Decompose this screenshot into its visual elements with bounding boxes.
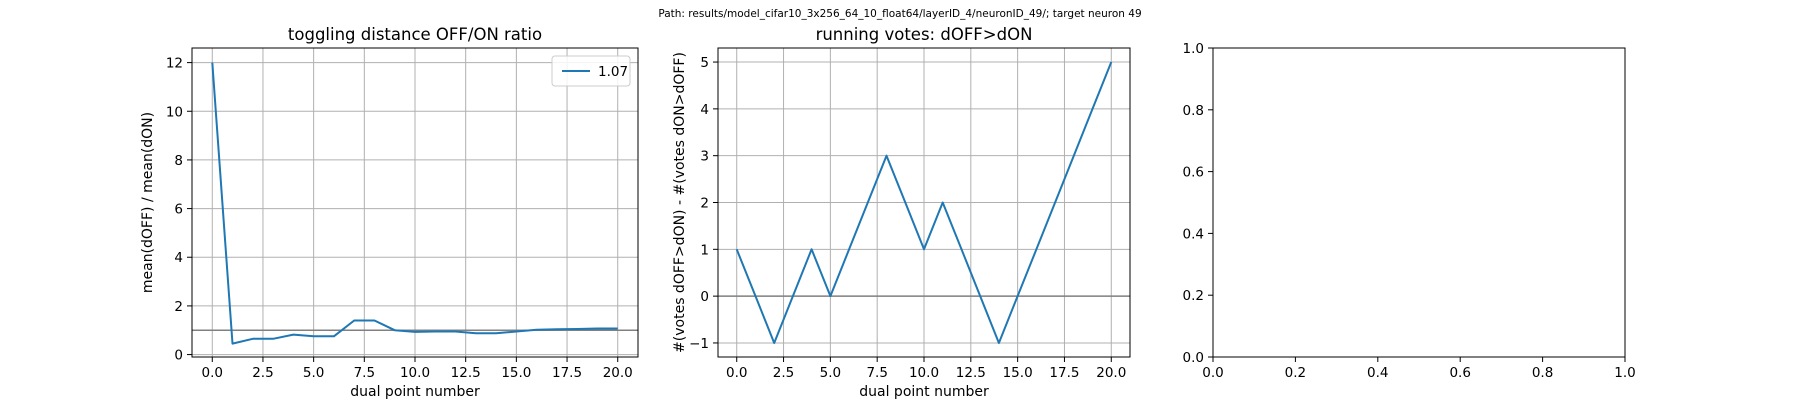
chart-1-y-tick-label-6: 12: [166, 56, 183, 72]
chart-2-title: running votes: dOFF>dON: [816, 25, 1033, 44]
chart-2-x-tick-label-4: 10.0: [909, 365, 939, 381]
chart-3-y-tick-label-4: 0.8: [1183, 103, 1204, 119]
chart-3-x-tick-label-0: 0.0: [1202, 365, 1223, 381]
chart-2-x-tick-label-1: 2.5: [773, 365, 794, 381]
chart-1-x-tick-label-4: 10.0: [400, 365, 430, 381]
chart-1-y-tick-label-1: 2: [174, 299, 183, 315]
chart-2-x-tick-label-6: 15.0: [1003, 365, 1033, 381]
chart-2-y-tick-label-6: 5: [700, 55, 709, 71]
chart-2-y-tick-label-0: −1: [689, 336, 709, 352]
chart-2-x-tick-label-0: 0.0: [726, 365, 747, 381]
chart-1-x-tick-label-7: 17.5: [552, 365, 582, 381]
chart-1-y-tick-label-4: 8: [174, 153, 183, 169]
chart-3-x-tick-label-2: 0.4: [1367, 365, 1388, 381]
chart-1-y-tick-label-3: 6: [174, 202, 183, 218]
chart-1-x-tick-label-0: 0.0: [202, 365, 223, 381]
chart-2-y-tick-label-3: 2: [700, 196, 709, 212]
chart-3-y-tick-label-0: 0.0: [1183, 350, 1204, 366]
chart-3-x-tick-label-1: 0.2: [1285, 365, 1306, 381]
chart-1-x-tick-label-2: 5.0: [303, 365, 324, 381]
chart-1-y-tick-label-2: 4: [174, 250, 183, 266]
figure-suptitle: Path: results/model_cifar10_3x256_64_10_…: [658, 8, 1141, 20]
chart-2-y-axis-label: #(votes dOFF>dON) - #(votes dON>dOFF): [672, 52, 688, 353]
chart-1-x-axis-label: dual point number: [350, 384, 480, 400]
chart-2-x-axis-label: dual point number: [859, 384, 989, 400]
chart-2-x-tick-label-7: 17.5: [1049, 365, 1079, 381]
chart-1-x-tick-label-8: 20.0: [603, 365, 633, 381]
chart-1-title: toggling distance OFF/ON ratio: [288, 25, 542, 44]
chart-2-x-tick-label-8: 20.0: [1096, 365, 1126, 381]
chart-1-series-line-0: [211, 62, 618, 345]
chart-2-y-tick-label-5: 4: [700, 102, 709, 118]
chart-1-legend-entry-0: 1.07: [598, 64, 628, 80]
chart-3-y-tick-label-3: 0.6: [1183, 165, 1204, 181]
chart-1-y-tick-label-5: 10: [166, 104, 183, 120]
chart-3-y-tick-label-2: 0.4: [1183, 226, 1204, 242]
chart-1-y-tick-label-0: 0: [174, 348, 183, 364]
chart-2-x-tick-label-2: 5.0: [820, 365, 841, 381]
chart-3-y-tick-label-5: 1.0: [1183, 41, 1204, 57]
chart-2-y-tick-label-1: 0: [700, 289, 709, 305]
chart-1-legend-box: [551, 55, 631, 87]
chart-2-x-tick-label-3: 7.5: [866, 365, 887, 381]
chart-2-y-tick-label-2: 1: [700, 242, 709, 258]
chart-1-x-tick-label-6: 15.0: [501, 365, 531, 381]
chart-2-x-tick-label-5: 12.5: [956, 365, 986, 381]
chart-1-y-axis-label: mean(dOFF) / mean(dON): [140, 112, 156, 293]
chart-2-y-tick-label-4: 3: [700, 149, 709, 165]
chart-3-y-tick-label-1: 0.2: [1183, 288, 1204, 304]
chart-3-x-tick-label-4: 0.8: [1532, 365, 1553, 381]
chart-2-series-line-0: [735, 61, 1113, 344]
chart-1-x-tick-label-5: 12.5: [451, 365, 481, 381]
chart-3-axes-frame: [1212, 47, 1626, 358]
chart-1-x-tick-label-1: 2.5: [252, 365, 273, 381]
chart-1-x-tick-label-3: 7.5: [354, 365, 375, 381]
chart-3-x-tick-label-5: 1.0: [1614, 365, 1635, 381]
chart-3-x-tick-label-3: 0.6: [1449, 365, 1470, 381]
